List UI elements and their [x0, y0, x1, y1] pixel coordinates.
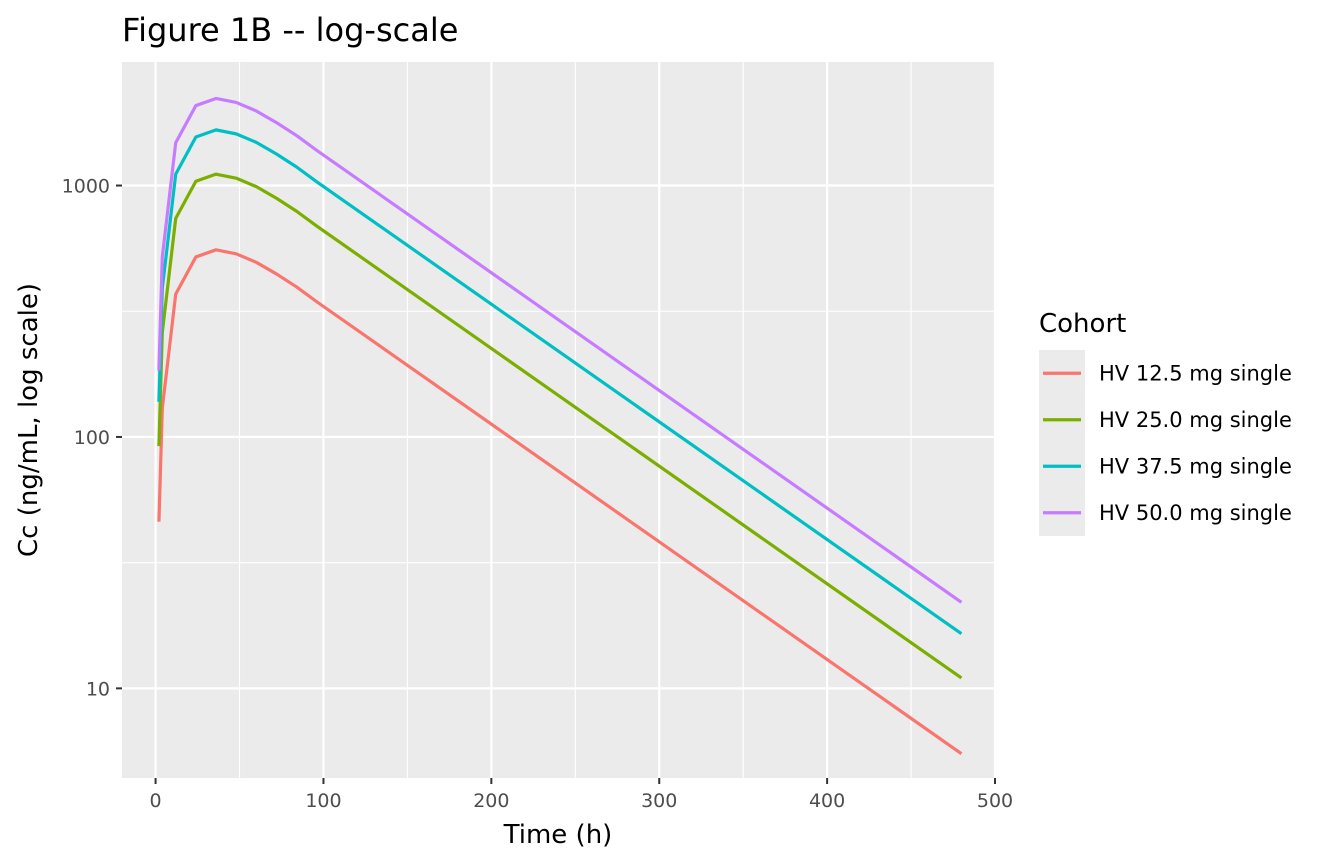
series-line-2: [157, 172, 963, 680]
x-tick-label: 200: [473, 790, 509, 812]
series-line-4: [157, 96, 963, 604]
x-axis: 0 100 200 300 400 500: [150, 778, 1013, 812]
legend-label: HV 50.0 mg single: [1099, 501, 1292, 525]
series-line-3: [157, 128, 963, 635]
legend: Cohort HV 12.5 mg single HV 25.0 mg singl…: [1039, 309, 1292, 536]
x-tick-label: 100: [305, 790, 341, 812]
y-axis: 10 100 1000: [62, 176, 122, 700]
series-line-1: [157, 248, 963, 755]
x-tick-label: 300: [641, 790, 677, 812]
x-tick-label: 400: [809, 790, 845, 812]
y-axis-title: Cc (ng/mL, log scale): [14, 283, 44, 557]
legend-label: HV 37.5 mg single: [1099, 454, 1292, 478]
y-tick-label: 1000: [62, 176, 110, 198]
legend-label: HV 12.5 mg single: [1099, 361, 1292, 385]
x-tick-label: 0: [150, 790, 162, 812]
grid-major: [122, 62, 997, 778]
legend-title: Cohort: [1039, 309, 1126, 339]
x-axis-title: Time (h): [503, 820, 613, 850]
series-lines: [157, 96, 963, 755]
y-tick-label: 100: [74, 427, 110, 449]
legend-label: HV 25.0 mg single: [1099, 408, 1292, 432]
chart-title: Figure 1B -- log-scale: [122, 11, 458, 49]
y-tick-label: 10: [86, 678, 110, 700]
x-tick-label: 500: [977, 790, 1013, 812]
grid-minor: [122, 62, 995, 778]
plot-panel: [122, 62, 995, 778]
